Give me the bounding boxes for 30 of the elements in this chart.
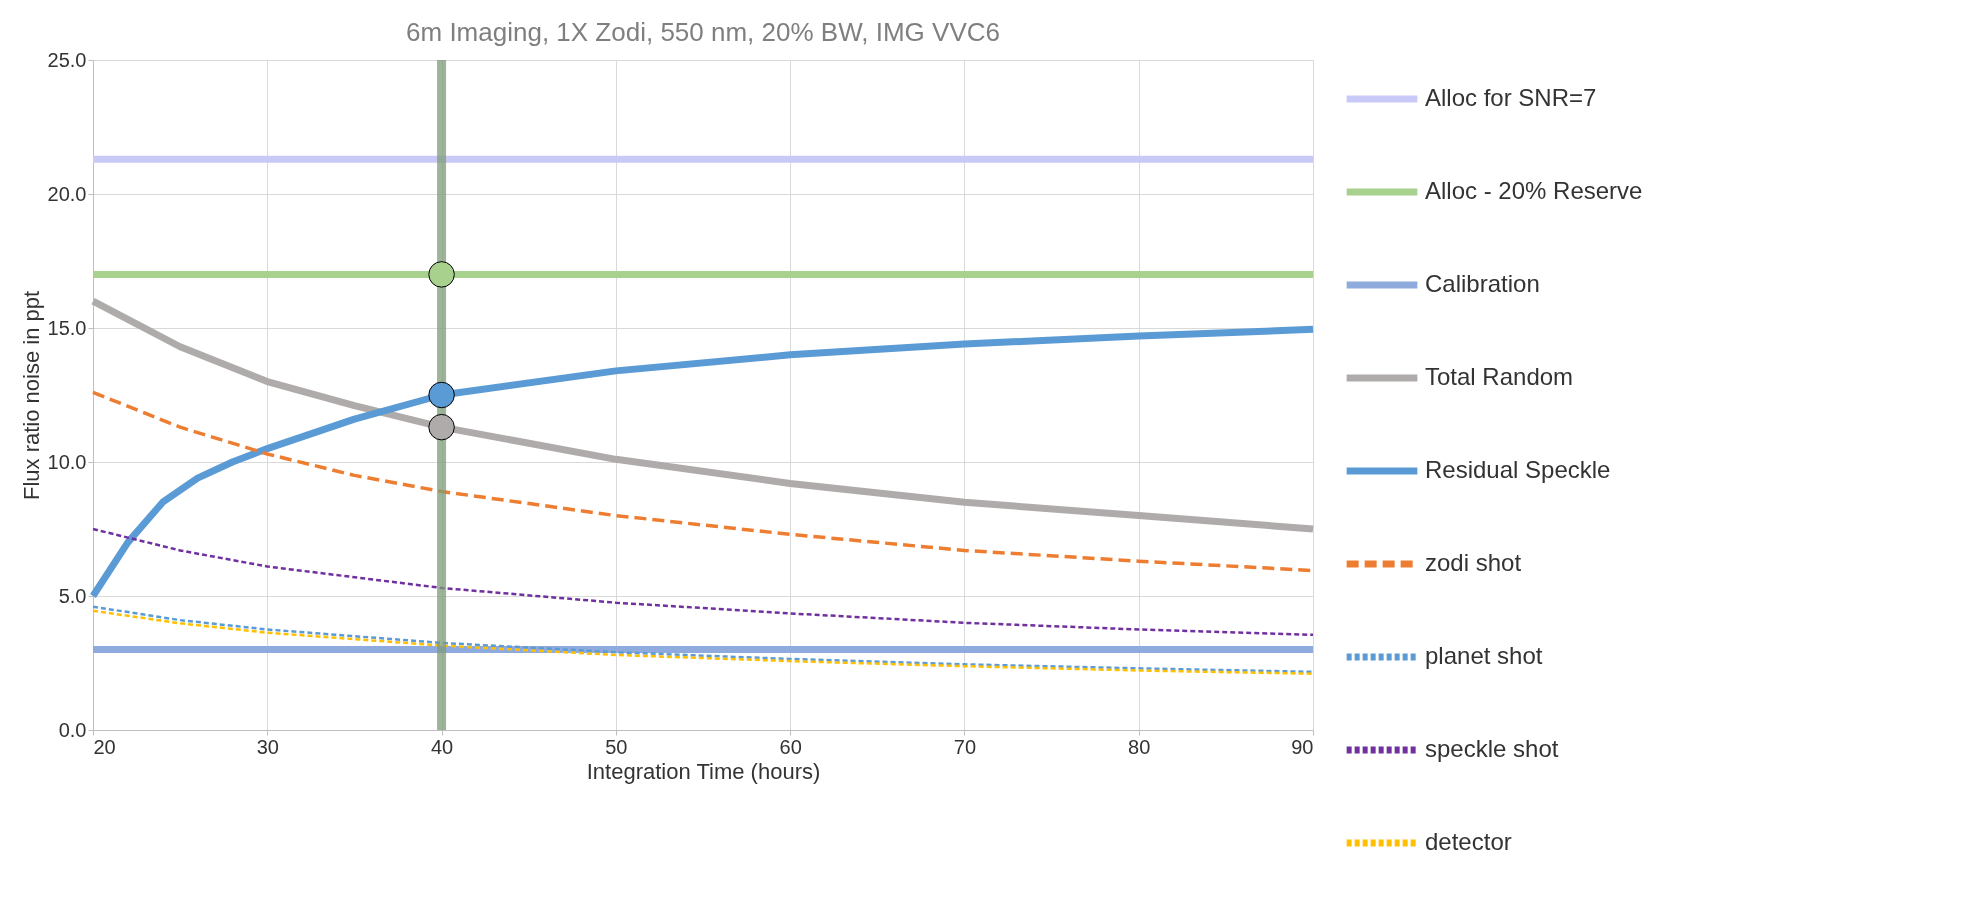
y-axis-title: Flux ratio noise in ppt xyxy=(18,290,44,501)
y-tick-label: 0.0 xyxy=(58,718,87,741)
legend-label: Alloc - 20% Reserve xyxy=(1425,177,1643,204)
x-tick-label: 30 xyxy=(256,735,279,758)
x-tick-label: 60 xyxy=(779,735,802,758)
legend-label: speckle shot xyxy=(1425,735,1559,762)
point xyxy=(428,381,455,409)
y-tick-label: 25.0 xyxy=(47,48,87,71)
legend-label: Calibration xyxy=(1425,270,1540,297)
y-tick-label: 5.0 xyxy=(58,584,87,607)
legend-label: Alloc for SNR=7 xyxy=(1425,84,1597,111)
y-tick-label: 10.0 xyxy=(47,450,87,473)
x-tick-label: 40 xyxy=(430,735,454,758)
x-tick-label: 90 xyxy=(1291,735,1314,758)
point xyxy=(428,413,455,441)
legend-label: detector xyxy=(1425,828,1512,855)
x-tick-label: 70 xyxy=(953,735,977,758)
x-tick-label: 80 xyxy=(1128,735,1151,758)
x-axis-title: Integration Time (hours) xyxy=(586,758,821,784)
y-tick-label: 20.0 xyxy=(47,182,87,205)
point xyxy=(428,261,455,288)
x-tick-label: 50 xyxy=(605,735,628,758)
chart-title: 6m Imaging, 1X Zodi, 550 nm, 20% BW, IMG VVC6 xyxy=(406,17,1000,47)
x-tick-label: 20 xyxy=(93,735,116,758)
y-tick-label: 15.0 xyxy=(47,316,87,339)
legend-label: Residual Speckle xyxy=(1425,456,1611,483)
legend-label: zodi shot xyxy=(1425,549,1522,576)
line-series xyxy=(91,527,1315,637)
legend-label: Total Random xyxy=(1425,363,1574,390)
legend-label: planet shot xyxy=(1425,642,1543,669)
